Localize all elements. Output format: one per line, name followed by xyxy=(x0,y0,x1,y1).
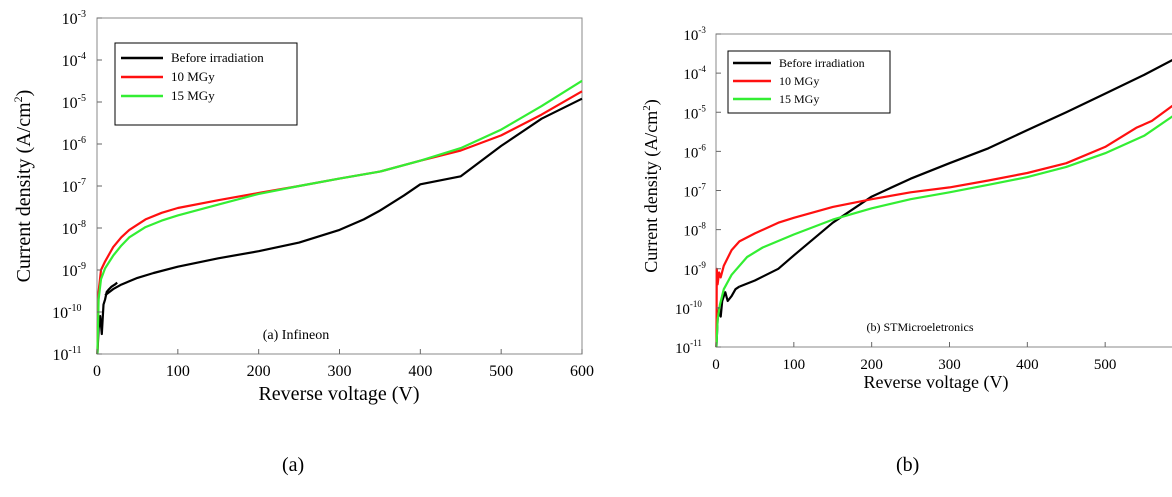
series-line xyxy=(96,90,583,355)
x-tick-label: 100 xyxy=(783,357,806,373)
x-axis-label: Reverse voltage (V) xyxy=(864,372,1009,393)
legend-label: 15 MGy xyxy=(779,92,819,106)
y-tick-label: 10-5 xyxy=(62,93,86,112)
series-layer xyxy=(96,79,583,355)
series-line xyxy=(104,97,583,297)
y-tick-label: 10-8 xyxy=(683,221,706,240)
x-tick-label: 200 xyxy=(860,357,883,373)
x-tick-label: 400 xyxy=(1016,357,1039,373)
x-axis-ticks: 0 100 200 300 400 500 600 xyxy=(93,349,594,380)
x-axis-label: Reverse voltage (V) xyxy=(258,383,419,405)
series-layer xyxy=(715,59,1172,348)
legend-label: Before irradiation xyxy=(171,50,264,65)
y-tick-label: 10-5 xyxy=(683,103,706,122)
chart-annotation: (b) STMicroeletronics xyxy=(867,320,974,334)
x-tick-label: 300 xyxy=(328,363,352,380)
series-line xyxy=(738,59,1172,288)
y-tick-label: 10-4 xyxy=(62,51,86,70)
y-tick-label: 10-11 xyxy=(53,345,82,364)
y-tick-label: 10-10 xyxy=(675,299,702,318)
legend: Before irradiation 10 MGy 15 MGy xyxy=(114,42,298,126)
y-axis-ticks: 10-11 10-10 10-9 10-8 10-7 10-6 10-5 10-4 10-3 xyxy=(675,25,721,357)
legend: Before irradiation 10 MGy 15 MGy xyxy=(727,50,891,114)
y-tick-label: 10-11 xyxy=(675,338,702,357)
y-tick-label: 10-6 xyxy=(62,135,86,154)
y-tick-label: 10-10 xyxy=(52,303,81,322)
y-tick-label: 10-7 xyxy=(62,177,86,196)
y-tick-label: 10-3 xyxy=(683,25,706,44)
series-line xyxy=(715,104,1172,348)
legend-label: 15 MGy xyxy=(171,88,215,103)
caption-a: (a) xyxy=(282,454,305,476)
y-tick-label: 10-8 xyxy=(62,219,86,238)
legend-label: Before irradiation xyxy=(779,56,865,70)
y-tick-label: 10-4 xyxy=(683,64,706,83)
legend-items: Before irradiation 10 MGy 15 MGy xyxy=(733,56,865,106)
chart-annotation: (a) Infineon xyxy=(263,328,329,343)
series-line xyxy=(96,281,118,355)
y-tick-label: 10-9 xyxy=(62,261,86,280)
legend-box xyxy=(114,42,298,126)
x-tick-label: 300 xyxy=(938,357,961,373)
y-tick-label: 10-6 xyxy=(683,142,706,161)
x-tick-label: 500 xyxy=(489,363,513,380)
x-tick-label: 500 xyxy=(1094,357,1117,373)
series-line xyxy=(715,115,1172,348)
x-tick-label: 0 xyxy=(93,363,101,380)
x-tick-label: 400 xyxy=(408,363,432,380)
legend-items: Before irradiation 10 MGy 15 MGy xyxy=(121,50,264,103)
x-tick-label: 100 xyxy=(166,363,190,380)
chart-a: 0 100 200 300 400 500 600 10-1110-1010-910-810… xyxy=(11,9,594,405)
y-tick-label: 10-9 xyxy=(683,260,706,279)
series-line xyxy=(96,79,583,355)
x-tick-label: 200 xyxy=(247,363,271,380)
x-tick-label: 0 xyxy=(712,357,720,373)
legend-label: 10 MGy xyxy=(171,69,215,84)
caption-b: (b) xyxy=(896,454,920,476)
y-tick-label: 10-3 xyxy=(62,9,86,28)
y-axis-label: Current density (A/cm2) xyxy=(641,99,662,272)
y-axis-label: Current density (A/cm2) xyxy=(11,90,35,283)
series-line xyxy=(715,285,741,348)
legend-label: 10 MGy xyxy=(779,74,819,88)
y-axis-ticks: 10-11 10-10 10-9 10-8 10-7 10-6 10-5 10-4 10-3 xyxy=(52,9,102,364)
x-tick-label: 600 xyxy=(570,363,594,380)
y-tick-label: 10-7 xyxy=(683,182,706,201)
